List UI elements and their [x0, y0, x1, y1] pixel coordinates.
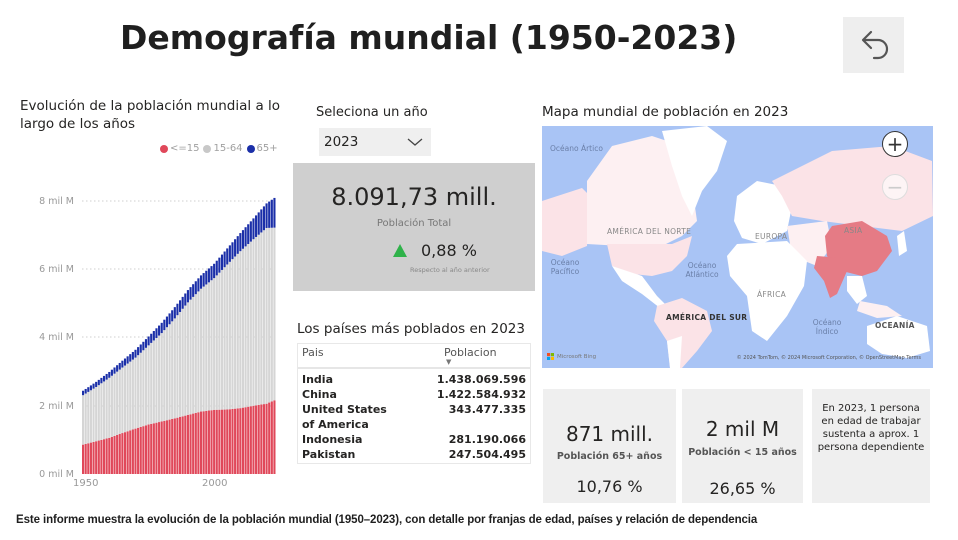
legend-label: 15-64	[213, 143, 243, 154]
plus-icon: +	[886, 132, 904, 156]
chart-title: Evolución de la población mundial a lo l…	[20, 98, 281, 132]
y-tick: 4 mil M	[39, 332, 74, 343]
column-header-population[interactable]: Poblacion ▼	[444, 346, 526, 367]
table-row[interactable]: United States of America 343.477.335	[298, 402, 530, 432]
map-attribution[interactable]: © 2024 TomTom, © 2024 Microsoft Corporat…	[736, 355, 921, 361]
sort-desc-icon: ▼	[446, 358, 452, 366]
table-header: Pais Poblacion ▼	[298, 344, 530, 369]
total-population-value: 8.091,73 mill.	[331, 183, 497, 211]
map-label-indian: Océano Índico	[812, 318, 842, 336]
child-population-label: Población < 15 años	[688, 447, 797, 458]
column-header-country[interactable]: Pais	[302, 346, 324, 359]
legend-dot-icon	[160, 144, 168, 153]
map-label-europe: EUROPA	[755, 232, 788, 241]
legend-label: 65+	[256, 143, 278, 154]
bing-logo: Microsoft Bing	[547, 353, 596, 360]
column-header-label: Poblacion	[444, 346, 497, 359]
world-map-shapes	[542, 126, 933, 368]
map-title: Mapa mundial de población en 2023	[542, 104, 789, 120]
legend-item-65plus[interactable]: 65+	[246, 143, 278, 154]
chevron-down-icon	[407, 138, 423, 146]
map-brand: Microsoft Bing	[557, 353, 597, 360]
population-cell: 1.422.584.932	[436, 388, 526, 401]
map-label-asia: ASIA	[844, 226, 863, 235]
table-row[interactable]: Indonesia 281.190.066	[298, 432, 530, 447]
map-zoom-out-button[interactable]: −	[882, 174, 908, 200]
y-tick: 0 mil M	[39, 469, 74, 480]
back-button[interactable]	[843, 17, 904, 73]
map-label-atlantic: Océano Atlántico	[685, 261, 719, 279]
total-population-card: 8.091,73 mill. Población Total 0,88 % Re…	[293, 163, 535, 291]
back-arrow-icon	[861, 30, 888, 60]
elderly-population-pct: 10,76 %	[576, 477, 643, 496]
page-title: Demografía mundial (1950-2023)	[120, 18, 738, 57]
country-cell: United States of America	[302, 403, 387, 431]
elderly-population-label: Población 65+ años	[556, 451, 663, 462]
microsoft-logo-icon	[547, 353, 554, 360]
map-label-oceania: OCEANÍA	[875, 321, 915, 330]
growth-indicator: 0,88 %	[393, 241, 477, 260]
growth-value: 0,88 %	[421, 241, 477, 260]
year-dropdown[interactable]: 2023	[319, 128, 431, 156]
triangle-up-icon	[393, 244, 407, 257]
map-label-africa: ÁFRICA	[757, 290, 787, 299]
table-row[interactable]: China 1.422.584.932	[298, 387, 530, 402]
map-label-north-america: AMÉRICA DEL NORTE	[607, 227, 692, 236]
y-tick: 2 mil M	[39, 401, 74, 412]
map-zoom-in-button[interactable]: +	[882, 131, 908, 157]
growth-note: Respecto al año anterior	[410, 266, 490, 274]
country-cell: India	[302, 373, 333, 386]
total-population-label: Población Total	[376, 218, 452, 229]
population-cell: 343.477.335	[448, 403, 526, 416]
dependency-ratio-text: En 2023, 1 persona en edad de trabajar s…	[817, 403, 925, 453]
year-slicer-label: Seleciona un año	[316, 105, 428, 120]
map-label-pacific: Océano Pacífico	[550, 258, 580, 276]
chart-legend: <=15 15-64 65+	[160, 143, 278, 154]
y-tick: 8 mil M	[39, 196, 74, 207]
elderly-population-card: 871 mill. Población 65+ años 10,76 %	[543, 389, 676, 503]
legend-item-under15[interactable]: <=15	[160, 143, 199, 154]
legend-label: <=15	[170, 143, 200, 154]
table-row[interactable]: India 1.438.069.596	[298, 372, 530, 387]
country-cell: Pakistan	[302, 448, 356, 461]
population-cell: 247.504.495	[448, 448, 526, 461]
x-tick: 2000	[202, 478, 228, 489]
population-cell: 1.438.069.596	[436, 373, 526, 386]
country-cell: Indonesia	[302, 433, 363, 446]
chart-bars	[82, 197, 276, 475]
child-population-card: 2 mil M Población < 15 años 26,65 %	[682, 389, 803, 503]
child-population-value: 2 mil M	[705, 417, 780, 441]
map-label-south-america: AMÉRICA DEL SUR	[666, 313, 748, 322]
report-description: Este informe muestra la evolución de la …	[16, 514, 758, 526]
minus-icon: −	[886, 175, 904, 199]
world-map[interactable]: Océano Ártico Océano Pacífico Océano Atl…	[542, 126, 933, 368]
child-population-pct: 26,65 %	[709, 479, 776, 498]
country-cell: China	[302, 388, 337, 401]
legend-item-15-64[interactable]: 15-64	[203, 143, 243, 154]
year-dropdown-value: 2023	[324, 134, 359, 150]
top-countries-table: Pais Poblacion ▼ India 1.438.069.596 Chin…	[297, 343, 531, 464]
y-tick: 6 mil M	[39, 264, 74, 275]
legend-dot-icon	[203, 144, 212, 153]
legend-dot-icon	[246, 144, 255, 153]
dependency-ratio-card: En 2023, 1 persona en edad de trabajar s…	[812, 389, 930, 503]
elderly-population-value: 871 mill.	[565, 422, 654, 446]
top-countries-title: Los países más poblados en 2023	[297, 321, 525, 337]
table-row[interactable]: Pakistan 247.504.495	[298, 447, 530, 462]
population-cell: 281.190.066	[448, 433, 526, 446]
map-label-arctic: Océano Ártico	[550, 144, 603, 153]
x-tick: 1950	[73, 478, 99, 489]
population-stacked-bar-chart[interactable]	[80, 190, 280, 480]
